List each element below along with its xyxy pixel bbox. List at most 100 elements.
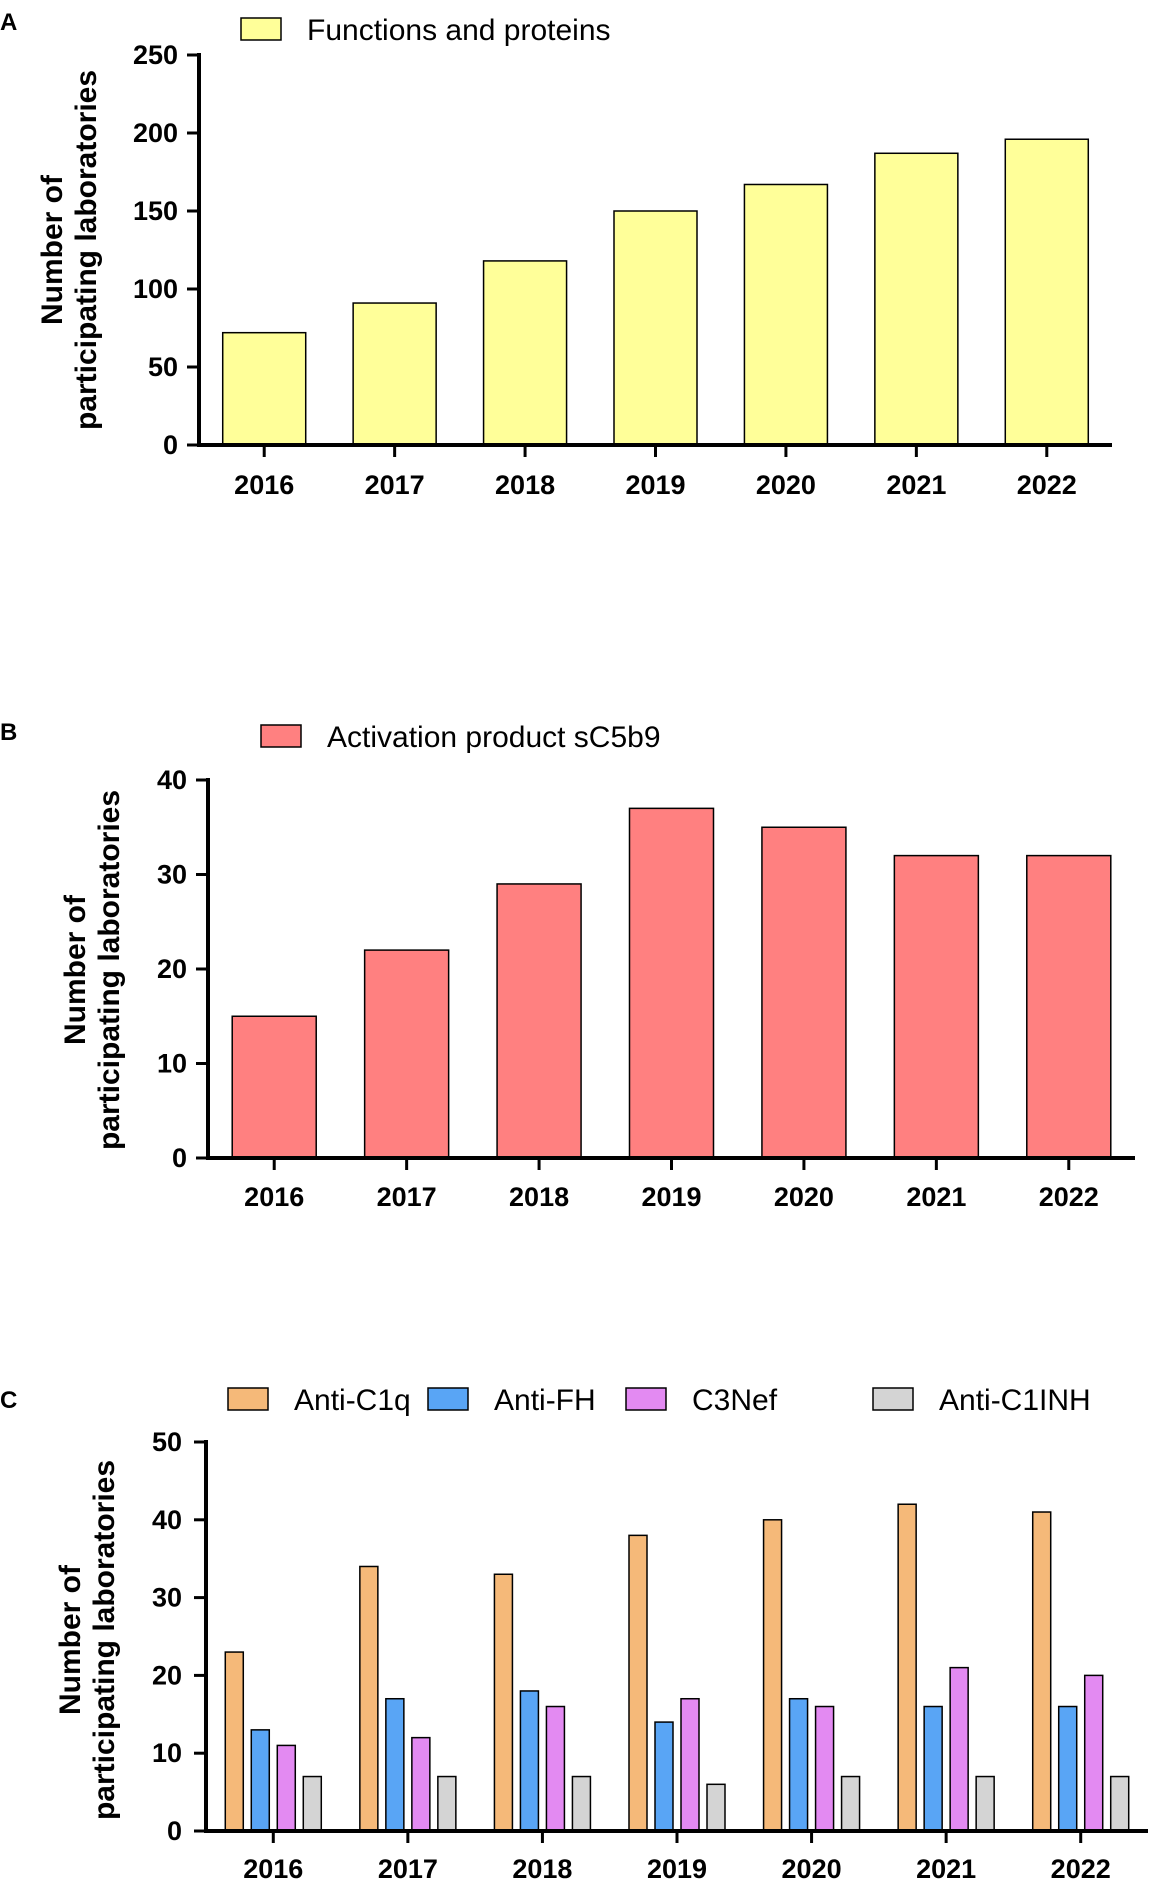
y-tick-label: 10 [152, 1738, 182, 1768]
bar [840, 1775, 861, 1832]
x-tick-label: 2019 [625, 470, 685, 500]
y-axis-title-line: Number of [36, 174, 69, 325]
x-tick-label: 2018 [509, 1182, 569, 1212]
bar [411, 1736, 431, 1832]
y-tick-label: 0 [172, 1143, 187, 1173]
x-tick-label: 2017 [378, 1854, 438, 1884]
y-tick-label: 150 [133, 196, 178, 226]
bar [493, 1573, 514, 1832]
y-tick-label: 0 [167, 1816, 182, 1846]
y-axis-title-line: Number of [59, 894, 92, 1045]
bar [224, 1651, 245, 1832]
y-tick-label: 10 [157, 1049, 187, 1079]
x-tick-label: 2021 [886, 470, 946, 500]
y-tick-label: 30 [152, 1583, 182, 1613]
y-axis-title: Number ofparticipating laboratories [36, 70, 103, 430]
bar [437, 1775, 457, 1832]
legend-swatch [240, 17, 282, 41]
y-tick-label: 40 [152, 1505, 182, 1535]
bar [359, 1565, 379, 1832]
x-tick-label: 2019 [641, 1182, 701, 1212]
x-tick-label: 2018 [512, 1854, 572, 1884]
bar [923, 1705, 943, 1832]
y-tick-label: 200 [133, 118, 178, 148]
bar [628, 807, 715, 1159]
bar [482, 260, 568, 446]
bar [1109, 1775, 1130, 1832]
chart-panel-a: A Number ofparticipating laboratories 0 50… [0, 9, 1112, 500]
x-tick-label: 2016 [243, 1854, 303, 1884]
legend-swatch [625, 1387, 667, 1411]
bar [1026, 854, 1112, 1159]
bar [680, 1697, 700, 1832]
legend-swatch [427, 1387, 469, 1411]
y-tick-label: 20 [152, 1660, 182, 1690]
x-tick-label: 2022 [1017, 470, 1077, 500]
y-axis-title-line: Number of [54, 1564, 87, 1715]
bar [352, 302, 437, 446]
legend-label: Anti-FH [494, 1384, 596, 1417]
bar [706, 1783, 726, 1832]
y-tick-label: 0 [163, 430, 178, 460]
legend-swatch [260, 724, 302, 748]
y-tick-label: 50 [152, 1427, 182, 1457]
x-tick-label: 2021 [906, 1182, 966, 1212]
x-tick-label: 2016 [244, 1182, 304, 1212]
x-tick-label: 2017 [365, 470, 425, 500]
bar [893, 854, 980, 1159]
bar [874, 152, 959, 446]
bar [654, 1721, 674, 1832]
legend-label: Activation product sC5b9 [327, 721, 661, 754]
bar [571, 1775, 592, 1832]
bar [814, 1705, 835, 1832]
bar [762, 1519, 783, 1832]
y-axis-title-line: participating laboratories [70, 70, 103, 430]
bar [1083, 1674, 1104, 1832]
bar [949, 1666, 969, 1832]
bar [788, 1697, 809, 1832]
bar [975, 1775, 995, 1832]
x-tick-label: 2018 [495, 470, 555, 500]
x-tick-label: 2022 [1039, 1182, 1099, 1212]
x-tick-label: 2021 [916, 1854, 976, 1884]
chart-panel-b: B Number ofparticipating laboratories 0 10… [0, 719, 1135, 1212]
y-axis-title: Number ofparticipating laboratories [54, 1460, 121, 1820]
panel-label-c: C [0, 1387, 17, 1414]
bar [897, 1503, 917, 1832]
bar [1031, 1511, 1052, 1832]
legend-swatch [227, 1387, 269, 1411]
bar [613, 210, 698, 446]
y-tick-label: 100 [133, 274, 178, 304]
x-tick-label: 2020 [782, 1854, 842, 1884]
y-tick-label: 50 [148, 352, 178, 382]
plot-area-a: Number ofparticipating laboratories 0 50 10… [36, 14, 1112, 500]
y-tick-label: 20 [157, 954, 187, 984]
x-tick-label: 2020 [756, 470, 816, 500]
legend-label: C3Nef [692, 1384, 778, 1417]
bar [231, 1015, 317, 1159]
x-tick-label: 2020 [774, 1182, 834, 1212]
x-tick-label: 2022 [1051, 1854, 1111, 1884]
x-tick-label: 2017 [377, 1182, 437, 1212]
bar [761, 826, 847, 1159]
legend-label: Anti-C1INH [939, 1384, 1091, 1417]
y-tick-label: 40 [157, 765, 187, 795]
bar [519, 1690, 540, 1832]
bar [628, 1534, 648, 1832]
plot-area-c: Number ofparticipating laboratories 0 10 20… [54, 1384, 1148, 1884]
chart-panel-c: C Number ofparticipating laboratories 0 10… [0, 1384, 1148, 1884]
y-axis-title-line: participating laboratories [88, 1460, 121, 1820]
bar [363, 949, 450, 1159]
legend-label: Anti-C1q [294, 1384, 411, 1417]
bar [250, 1729, 271, 1832]
panel-label-b: B [0, 719, 17, 746]
legend-swatch [872, 1387, 914, 1411]
bar [496, 883, 582, 1159]
x-tick-label: 2019 [647, 1854, 707, 1884]
y-tick-label: 30 [157, 860, 187, 890]
panel-label-a: A [0, 9, 17, 36]
y-axis-title-line: participating laboratories [93, 790, 126, 1150]
bar [385, 1697, 405, 1832]
legend-label: Functions and proteins [307, 14, 611, 47]
